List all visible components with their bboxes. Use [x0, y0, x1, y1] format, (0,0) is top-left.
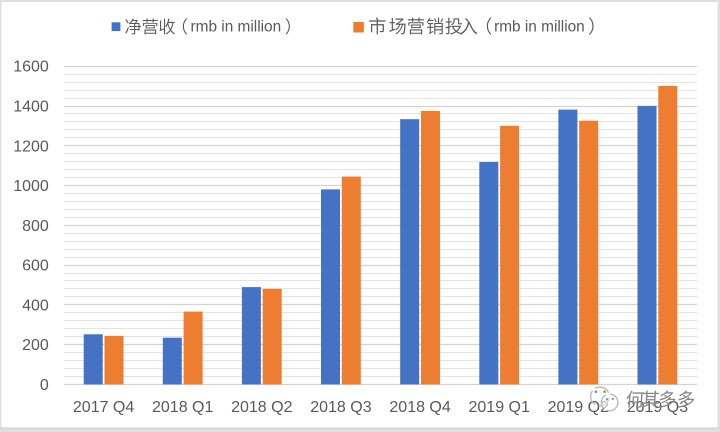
svg-text:800: 800 — [22, 218, 49, 235]
svg-text:0: 0 — [40, 377, 49, 394]
svg-text:2019 Q1: 2019 Q1 — [469, 399, 530, 416]
svg-text:2018 Q3: 2018 Q3 — [310, 399, 371, 416]
svg-text:1400: 1400 — [13, 99, 49, 116]
svg-text:600: 600 — [22, 258, 49, 275]
svg-text:rmb in million: rmb in million — [494, 18, 585, 35]
svg-text:2018 Q4: 2018 Q4 — [389, 399, 450, 416]
svg-text:2017 Q4: 2017 Q4 — [73, 399, 134, 416]
svg-text:400: 400 — [22, 297, 49, 314]
svg-text:rmb in million: rmb in million — [191, 18, 282, 35]
svg-text:2018 Q2: 2018 Q2 — [231, 399, 292, 416]
svg-text:1600: 1600 — [13, 59, 49, 76]
svg-text:200: 200 — [22, 337, 49, 354]
svg-text:2019 Q3: 2019 Q3 — [627, 399, 688, 416]
svg-text:2018 Q1: 2018 Q1 — [152, 399, 213, 416]
svg-text:2019 Q2: 2019 Q2 — [548, 399, 609, 416]
svg-text:1200: 1200 — [13, 138, 49, 155]
svg-text:1000: 1000 — [13, 178, 49, 195]
